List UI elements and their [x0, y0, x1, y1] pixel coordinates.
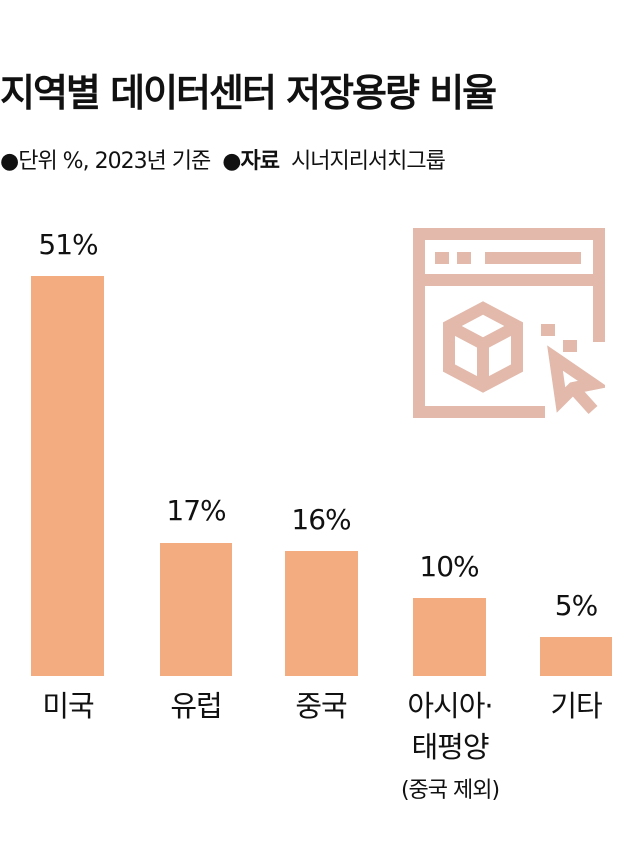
chart-title: 지역별 데이터센터 저장용량 비율 [0, 71, 497, 115]
category-label: 미국 [42, 689, 94, 723]
category-label: 아시아· [407, 689, 493, 723]
source-label: 자료 [240, 149, 279, 174]
bar-value-label: 10% [419, 550, 479, 583]
bar-value-label: 51% [38, 228, 98, 261]
bar-other [540, 637, 612, 676]
category-label: 태평양 [411, 730, 489, 764]
category-label: 중국 [295, 689, 347, 723]
bullet: ● [222, 149, 241, 174]
bar-europe [160, 543, 232, 676]
bullet: ● [0, 149, 19, 174]
category-note: (중국 제외) [400, 778, 500, 803]
category-label: 기타 [550, 689, 602, 723]
bar-asia-pacific [413, 598, 486, 676]
unit-value: %, 2023년 기준 [56, 149, 212, 174]
bar-value-label: 16% [291, 503, 351, 536]
bar-usa [31, 276, 104, 676]
category-label: 유럽 [170, 689, 222, 723]
chart-subtitle: ●단위 %, 2023년 기준 ●자료 시너지리서치그룹 [0, 143, 446, 175]
unit-label: 단위 [18, 149, 57, 174]
bar-china [285, 551, 358, 676]
bar-value-label: 17% [166, 494, 226, 527]
bar-value-label: 5% [554, 589, 598, 622]
source-value: 시너지리서치그룹 [290, 149, 446, 174]
browser-3d-box-cursor-icon [413, 228, 605, 418]
